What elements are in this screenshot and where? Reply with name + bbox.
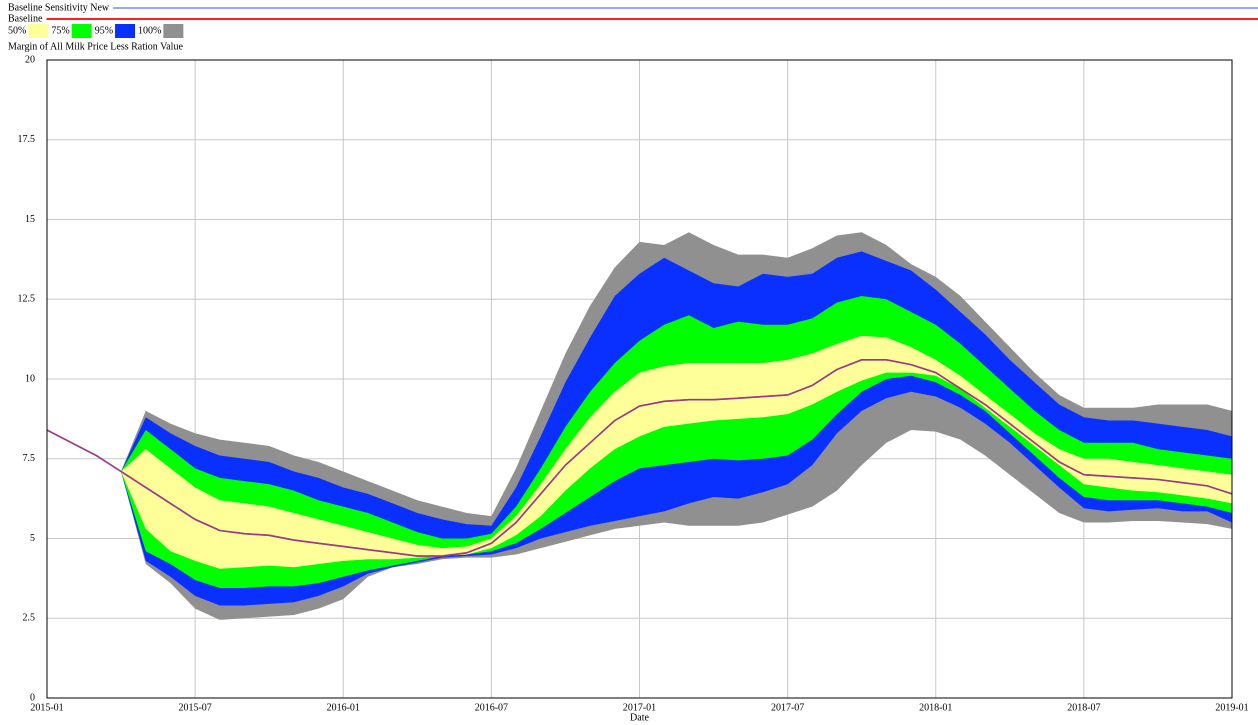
y-tick-label: 7.5 xyxy=(23,453,36,464)
sensitivity-band xyxy=(121,335,1232,569)
x-tick-label: 2018-01 xyxy=(919,702,952,713)
x-tick-label: 2017-01 xyxy=(623,702,656,713)
x-tick-label: 2017-07 xyxy=(771,702,804,713)
legend-label: 95% xyxy=(95,25,113,36)
x-tick-label: 2015-01 xyxy=(30,702,63,713)
y-tick-label: 15 xyxy=(25,214,35,225)
legend-swatch xyxy=(28,24,49,38)
x-tick-label: 2019-01 xyxy=(1215,702,1248,713)
chart-title: Margin of All Milk Price Less Ration Val… xyxy=(8,41,183,52)
legend-swatch xyxy=(115,24,136,38)
sensitivity-band xyxy=(121,296,1232,588)
legend-label: 50% xyxy=(8,25,26,36)
series-line xyxy=(46,359,1233,557)
y-tick-label: 20 xyxy=(25,54,35,65)
x-axis-label: Date xyxy=(630,712,649,723)
y-tick-label: 2.5 xyxy=(23,613,36,624)
y-tick-label: 0 xyxy=(30,692,35,703)
legend-swatch xyxy=(163,24,184,38)
legend-label: Baseline Sensitivity New xyxy=(8,2,110,13)
y-tick-label: 17.5 xyxy=(18,134,36,145)
legend-label: Baseline xyxy=(8,13,43,24)
y-tick-label: 10 xyxy=(25,373,35,384)
legend-label: 75% xyxy=(51,25,69,36)
x-tick-label: 2016-01 xyxy=(327,702,360,713)
x-tick-label: 2018-07 xyxy=(1067,702,1100,713)
x-tick-label: 2016-07 xyxy=(475,702,508,713)
legend-swatch xyxy=(71,24,92,38)
y-tick-label: 5 xyxy=(30,533,35,544)
y-tick-label: 12.5 xyxy=(18,294,36,305)
legend-label: 100% xyxy=(138,25,161,36)
plot-frame xyxy=(46,59,1233,699)
x-tick-label: 2015-07 xyxy=(178,702,211,713)
